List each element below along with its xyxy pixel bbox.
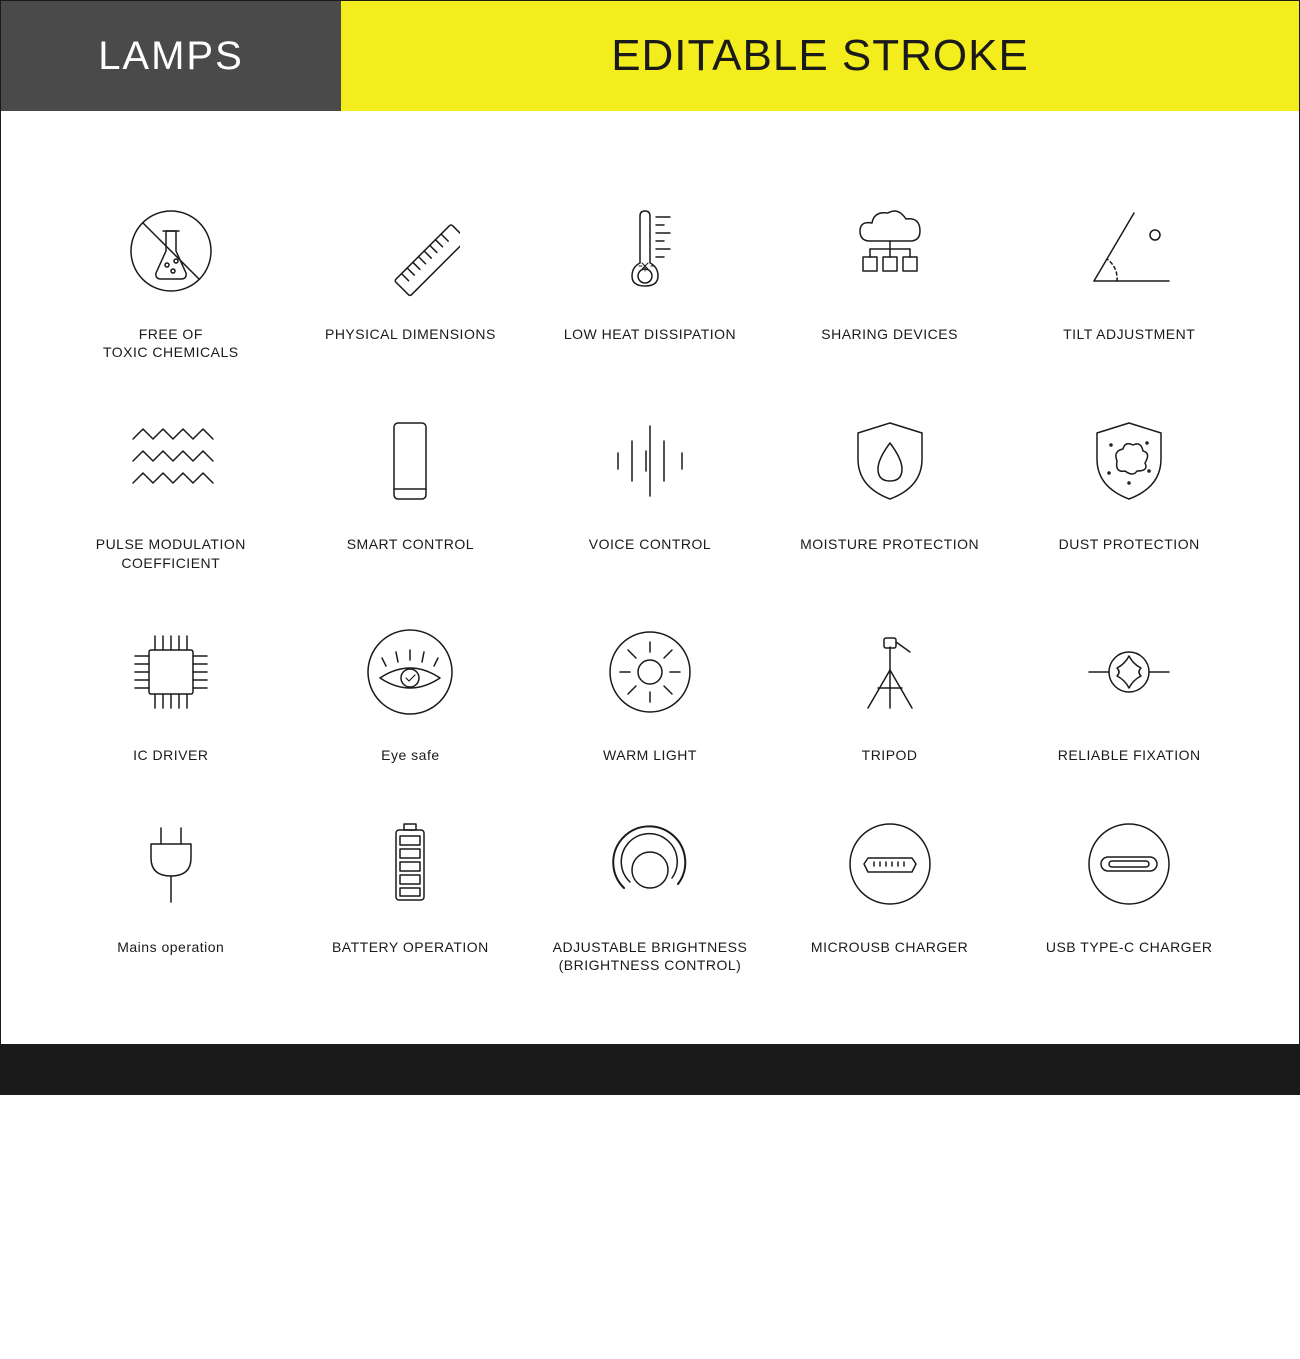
grid-cell: USB TYPE-C CHARGER	[1019, 804, 1239, 974]
soundwave-icon	[590, 401, 710, 521]
icon-label: WARM LIGHT	[603, 746, 697, 764]
grid-cell: SHARING DEVICES	[780, 191, 1000, 361]
icon-label: TRIPOD	[862, 746, 918, 764]
phone-icon	[350, 401, 470, 521]
grid-cell: PHYSICAL DIMENSIONS	[301, 191, 521, 361]
header-left-title: LAMPS	[1, 1, 341, 111]
dial-icon	[590, 804, 710, 924]
screw-icon	[1069, 612, 1189, 732]
grid-cell: Mains operation	[61, 804, 281, 974]
icon-label: MICROUSB CHARGER	[811, 938, 968, 956]
header-right-title: EDITABLE STROKE	[341, 1, 1299, 111]
grid-cell: ADJUSTABLE BRIGHTNESS(BRIGHTNESS CONTROL…	[540, 804, 760, 974]
grid-cell: TRIPOD	[780, 612, 1000, 764]
icon-label: BATTERY OPERATION	[332, 938, 489, 956]
tripod-icon	[830, 612, 950, 732]
grid-cell: SMART CONTROL	[301, 401, 521, 571]
icon-label: IC DRIVER	[133, 746, 208, 764]
shield-dust-icon	[1069, 401, 1189, 521]
angle-icon	[1069, 191, 1189, 311]
icon-label: Eye safe	[381, 746, 439, 764]
usbc-icon	[1069, 804, 1189, 924]
icon-label: ADJUSTABLE BRIGHTNESS(BRIGHTNESS CONTROL…	[553, 938, 748, 974]
grid-cell: LOW HEAT DISSIPATION	[540, 191, 760, 361]
grid-cell: Eye safe	[301, 612, 521, 764]
icon-label: SMART CONTROL	[347, 535, 474, 553]
icon-label: PHYSICAL DIMENSIONS	[325, 325, 496, 343]
icon-label: TILT ADJUSTMENT	[1063, 325, 1195, 343]
grid-cell: IC DRIVER	[61, 612, 281, 764]
grid-cell: MICROUSB CHARGER	[780, 804, 1000, 974]
header-bar: LAMPS EDITABLE STROKE	[1, 1, 1299, 111]
icon-label: Mains operation	[117, 938, 224, 956]
cloud-devices-icon	[830, 191, 950, 311]
no-chemicals-icon	[111, 191, 231, 311]
icon-label: PULSE MODULATIONCOEFFICIENT	[96, 535, 246, 571]
page: LAMPS EDITABLE STROKE FREE OFTOXIC CHEMI…	[0, 0, 1300, 1095]
footer-bar	[1, 1044, 1299, 1094]
wave-icon	[111, 401, 231, 521]
grid-cell: MOISTURE PROTECTION	[780, 401, 1000, 571]
grid-cell: RELIABLE FIXATION	[1019, 612, 1239, 764]
grid-cell: PULSE MODULATIONCOEFFICIENT	[61, 401, 281, 571]
sun-icon	[590, 612, 710, 732]
thermometer-icon	[590, 191, 710, 311]
grid-cell: BATTERY OPERATION	[301, 804, 521, 974]
icon-label: FREE OFTOXIC CHEMICALS	[103, 325, 239, 361]
grid-cell: DUST PROTECTION	[1019, 401, 1239, 571]
battery-icon	[350, 804, 470, 924]
eye-safe-icon	[350, 612, 470, 732]
ruler-icon	[350, 191, 470, 311]
grid-cell: TILT ADJUSTMENT	[1019, 191, 1239, 361]
plug-icon	[111, 804, 231, 924]
icon-label: RELIABLE FIXATION	[1058, 746, 1201, 764]
grid-cell: VOICE CONTROL	[540, 401, 760, 571]
icon-label: SHARING DEVICES	[821, 325, 958, 343]
microusb-icon	[830, 804, 950, 924]
grid-cell: FREE OFTOXIC CHEMICALS	[61, 191, 281, 361]
icon-label: DUST PROTECTION	[1059, 535, 1200, 553]
chip-icon	[111, 612, 231, 732]
shield-drop-icon	[830, 401, 950, 521]
icon-label: LOW HEAT DISSIPATION	[564, 325, 736, 343]
icon-label: USB TYPE-C CHARGER	[1046, 938, 1213, 956]
icon-grid: FREE OFTOXIC CHEMICALS	[1, 111, 1299, 1014]
icon-label: MOISTURE PROTECTION	[800, 535, 979, 553]
grid-cell: WARM LIGHT	[540, 612, 760, 764]
icon-label: VOICE CONTROL	[589, 535, 711, 553]
